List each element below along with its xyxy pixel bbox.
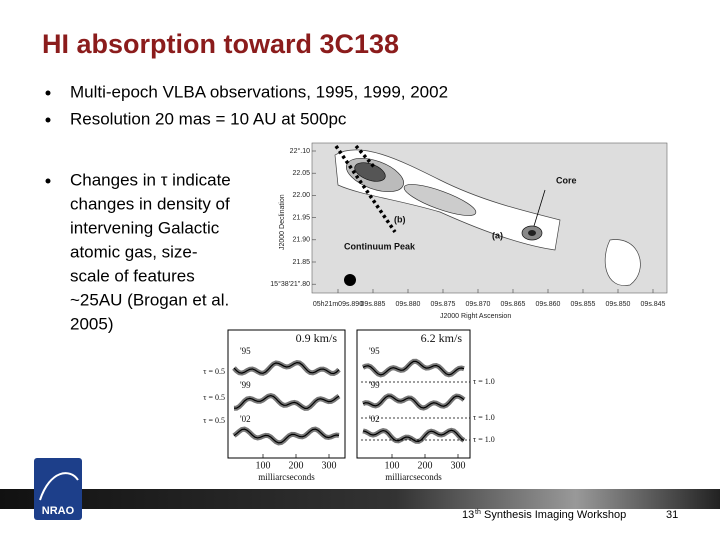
bullet-text: atomic gas, size- xyxy=(70,242,198,261)
tau-label: τ = 0.5 xyxy=(203,367,225,376)
map-label: Continuum Peak xyxy=(344,241,416,251)
bullet-text: Resolution 20 mas = 10 AU at 500pc xyxy=(70,109,347,128)
bullet-text: changes in density of xyxy=(70,194,230,213)
spectra-x-tick: 100 xyxy=(385,460,400,471)
map-ticks: 22°.10 22.05 22.00 21.95 21.90 21.85 15°38'21"… xyxy=(270,147,665,308)
tau-label: τ = 0.5 xyxy=(203,416,225,425)
bullet-text: Multi-epoch VLBA observations, 1995, 199… xyxy=(70,82,448,101)
spectra-x-title: milliarcseconds xyxy=(385,472,442,482)
bullet-text: scale of features xyxy=(70,266,195,285)
map-x-tick: 09s.870 xyxy=(466,301,491,308)
map-label: Core xyxy=(556,175,577,185)
spectrum-line xyxy=(233,361,340,375)
spectrum-line xyxy=(362,395,465,409)
epoch-label: '02 xyxy=(240,414,251,424)
spectrum-line xyxy=(362,360,465,376)
map-x-tick: 09s.860 xyxy=(536,301,561,308)
map-x-tick: 09s.845 xyxy=(641,301,666,308)
map-y-tick: 21.85 xyxy=(292,259,310,266)
epoch-label: '95 xyxy=(240,346,251,356)
bullet-text: ~25AU (Brogan et al. xyxy=(70,290,229,309)
spectrum-line xyxy=(233,394,340,410)
map-y-tick: 15°38'21".80 xyxy=(270,280,310,288)
map-y-tick: 22.00 xyxy=(292,192,310,199)
map-y-tick: 21.90 xyxy=(292,237,310,244)
map-label: (a) xyxy=(492,230,503,240)
page-number: 31 xyxy=(666,509,678,521)
spectrum-line xyxy=(233,428,340,444)
tau-label: τ = 1.0 xyxy=(473,435,495,444)
map-x-tick: 09s.875 xyxy=(431,301,456,308)
map-x-tick: 05h21m09s.890 xyxy=(313,301,363,308)
footer: NRAO 13 th Synthesis Imaging Workshop 31 xyxy=(0,458,720,521)
bullet-list: Multi-epoch VLBA observations, 1995, 199… xyxy=(45,82,448,333)
map-y-tick: 22°.10 xyxy=(290,147,310,155)
continuum-map: Core Continuum Peak (a) (b) J2000 Declin… xyxy=(279,142,668,320)
spectra-x-tick: 200 xyxy=(418,460,433,471)
map-x-tick: 09s.880 xyxy=(396,301,421,308)
bullet-dot xyxy=(45,117,51,123)
map-x-tick: 09s.855 xyxy=(571,301,596,308)
map-axis-title: J2000 Right Ascension xyxy=(440,313,511,320)
footer-text: Synthesis Imaging Workshop xyxy=(484,509,626,521)
epoch-label: '99 xyxy=(240,380,251,390)
spectra-x-tick: 200 xyxy=(289,460,304,471)
bullet-text: 2005) xyxy=(70,314,113,333)
map-x-tick: 09s.885 xyxy=(361,301,386,308)
epoch-label: '95 xyxy=(369,346,380,356)
map-x-tick: 09s.850 xyxy=(606,301,631,308)
spectra-x-tick: 300 xyxy=(451,460,466,471)
footer-suffix: th xyxy=(475,509,481,516)
footer-number: 13 xyxy=(462,509,474,521)
bullet-dot xyxy=(45,178,51,184)
spectra-figure: 0.9 km/s '95 '99 '02 τ = 0.5 τ = 0.5 τ = 0.5 10… xyxy=(203,329,495,482)
map-y-tick: 22.05 xyxy=(292,170,310,177)
bullet-text: Changes in τ indicate xyxy=(70,170,231,189)
map-y-tick: 21.95 xyxy=(292,214,310,221)
logo-text: NRAO xyxy=(42,505,75,517)
epoch-label: '99 xyxy=(369,380,380,390)
tau-label: τ = 0.5 xyxy=(203,393,225,402)
map-axis-title: J2000 Declination xyxy=(279,194,286,250)
map-label: (b) xyxy=(394,214,406,224)
tau-label: τ = 1.0 xyxy=(473,377,495,386)
bullet-dot xyxy=(45,90,51,96)
slide-title: HI absorption toward 3C138 xyxy=(42,29,399,59)
panel-title: 0.9 km/s xyxy=(296,331,338,345)
epoch-label: '02 xyxy=(369,414,380,424)
spectra-x-tick: 300 xyxy=(322,460,337,471)
tau-label: τ = 1.0 xyxy=(473,413,495,422)
spectra-x-tick: 100 xyxy=(256,460,271,471)
map-x-tick: 09s.865 xyxy=(501,301,526,308)
spectra-x-title: milliarcseconds xyxy=(258,472,315,482)
panel-title: 6.2 km/s xyxy=(421,331,463,345)
bullet-text: intervening Galactic xyxy=(70,218,220,237)
